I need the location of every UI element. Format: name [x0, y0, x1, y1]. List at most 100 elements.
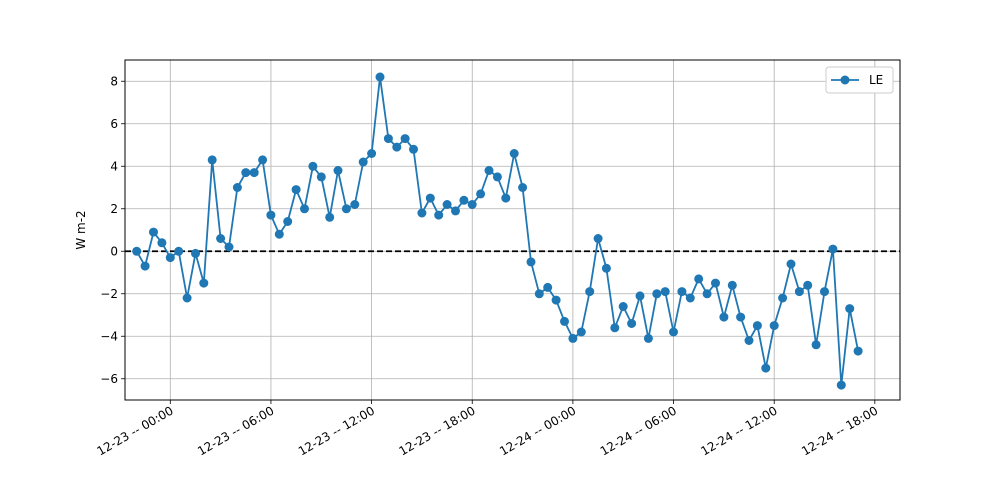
data-point [350, 200, 360, 209]
data-point [635, 291, 645, 301]
y-tick-label: 2 [110, 202, 118, 216]
data-point [786, 259, 796, 269]
data-point [308, 161, 318, 171]
data-point [182, 293, 192, 303]
data-point [157, 238, 167, 248]
data-point [375, 72, 385, 82]
data-point [392, 142, 402, 152]
data-point [677, 287, 687, 297]
data-point [518, 183, 528, 192]
data-point [383, 134, 393, 144]
data-point [459, 195, 469, 205]
data-point [274, 229, 284, 239]
data-point [568, 333, 578, 343]
data-point [509, 149, 519, 158]
data-point [291, 185, 301, 195]
data-point [828, 244, 838, 254]
data-point [367, 149, 377, 158]
data-point [476, 189, 486, 199]
data-point [643, 333, 653, 343]
y-tick-label: −2 [100, 287, 118, 301]
data-point [425, 193, 435, 203]
data-point [501, 193, 511, 203]
data-point [652, 289, 662, 299]
legend-box [825, 66, 894, 94]
data-point [736, 312, 746, 322]
data-point [627, 319, 637, 328]
data-point [400, 134, 410, 144]
y-axis-label: W m-2 [74, 210, 88, 249]
y-tick-label: −4 [100, 329, 118, 343]
data-point [769, 321, 779, 331]
data-point [316, 172, 326, 182]
data-point [492, 172, 502, 182]
plot-frame [124, 59, 901, 401]
data-point [845, 304, 855, 314]
grid-lines [125, 60, 900, 400]
data-point [610, 323, 620, 333]
data-point [685, 293, 695, 303]
data-point [601, 263, 611, 273]
data-point [752, 321, 762, 331]
data-point [836, 380, 846, 390]
data-point [434, 210, 444, 220]
data-point [702, 289, 712, 299]
plot-area [125, 60, 900, 400]
data-point [207, 155, 217, 165]
data-point [165, 253, 175, 263]
data-point [526, 257, 536, 267]
data-point [484, 166, 494, 175]
data-point [341, 204, 351, 214]
data-point [761, 363, 771, 373]
data-point [853, 346, 863, 356]
data-point [727, 280, 737, 290]
data-point [576, 327, 586, 337]
legend: LE [825, 66, 894, 94]
data-point [593, 234, 603, 243]
y-tick-label: −6 [100, 372, 118, 386]
data-point [551, 295, 561, 305]
data-point [266, 210, 276, 220]
y-axis-ticks: −6 −4 −2 0 2 4 6 8 [100, 74, 125, 386]
y-tick-label: 6 [110, 117, 118, 131]
data-point [232, 183, 242, 192]
data-point [249, 168, 259, 178]
data-point [560, 316, 569, 326]
data-point [744, 336, 754, 345]
data-point [442, 200, 452, 209]
data-point [719, 312, 729, 322]
data-point [794, 287, 804, 297]
data-point [534, 289, 544, 299]
data-point [543, 282, 553, 292]
y-tick-label: 0 [110, 244, 118, 258]
data-point [811, 340, 821, 350]
data-point [467, 200, 477, 209]
data-point [140, 261, 150, 271]
legend-marker-swatch [840, 75, 850, 85]
data-point [694, 274, 704, 284]
data-point [585, 287, 595, 297]
data-point [711, 278, 720, 288]
data-point [660, 287, 670, 297]
data-point [283, 217, 293, 226]
data-point [358, 157, 368, 167]
data-point [417, 208, 427, 218]
data-point [174, 246, 184, 256]
data-point [325, 212, 335, 222]
data-point [333, 166, 343, 175]
data-point [300, 204, 309, 214]
data-point [132, 246, 142, 256]
data-point [618, 302, 628, 311]
data-point [149, 227, 158, 237]
data-point [224, 242, 234, 252]
data-point [409, 144, 418, 154]
data-point [258, 155, 268, 165]
data-point [778, 293, 788, 303]
y-tick-label: 4 [110, 159, 118, 173]
data-point [669, 327, 678, 337]
y-tick-label: 8 [110, 74, 118, 88]
data-point [803, 280, 813, 290]
legend-entry-le: LE [869, 73, 883, 87]
data-point [191, 248, 200, 258]
